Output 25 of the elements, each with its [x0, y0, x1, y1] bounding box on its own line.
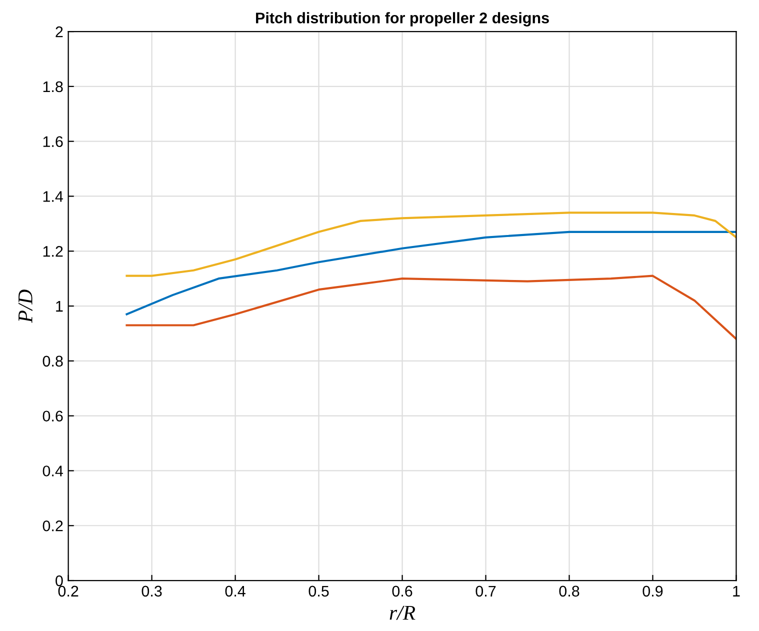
x-tick-label: 0.6 — [392, 586, 412, 597]
y-tick-label: 1.8 — [43, 81, 63, 92]
y-axis-title: P/D — [18, 290, 32, 323]
y-tick-label: 0.4 — [42, 466, 64, 476]
x-tick-label: 1 — [733, 586, 740, 596]
y-tick-label: 1.4 — [43, 191, 64, 202]
x-tick-label: 0.9 — [642, 586, 663, 597]
y-tick-label: 1.2 — [43, 246, 63, 257]
x-tick-label: 0.8 — [559, 586, 580, 597]
x-tick-label: 0.5 — [308, 586, 329, 597]
y-tick-label: 2 — [56, 26, 63, 38]
y-tick-label: 1 — [56, 301, 63, 312]
x-tick-label: 0.7 — [476, 586, 496, 597]
y-tick-label: 0.8 — [42, 356, 63, 367]
line-series — [126, 212, 736, 277]
y-tick-label: 0.2 — [42, 520, 63, 532]
x-tick-label: 0.4 — [225, 586, 246, 597]
y-tick-label: 1.6 — [43, 136, 63, 148]
x-axis-title: r/R — [390, 606, 416, 620]
y-tick-label: 0.6 — [42, 410, 63, 422]
line-series — [126, 274, 736, 340]
y-tick-label: 0 — [56, 575, 63, 586]
chart-title: Pitch distribution for propeller 2 designs — [256, 12, 549, 26]
x-tick-label: 0.3 — [142, 586, 162, 597]
line-series — [126, 230, 736, 316]
